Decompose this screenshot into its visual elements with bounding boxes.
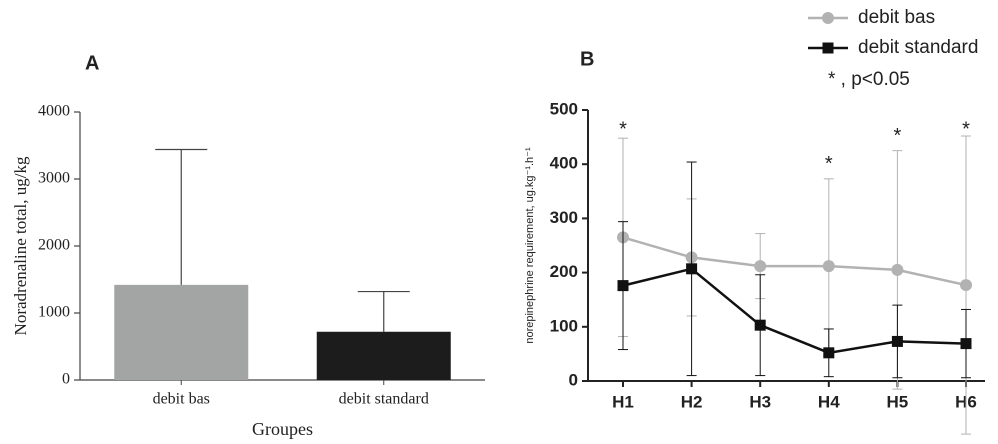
y-tick-label: 1000	[38, 304, 70, 321]
legend-label: debit bas	[858, 7, 935, 28]
y-tick-label: 2000	[38, 237, 70, 254]
x-tick-label: H5	[887, 392, 909, 411]
point	[754, 260, 767, 273]
chart-panel: A 0 1000 2000 3000 4000 Noradrenaline total, u…	[11, 52, 485, 439]
y-tick-label: 500	[550, 99, 578, 118]
chart-panel: B 0 100 200 300 400 500 norepinephrine requirem…	[524, 7, 985, 435]
point	[960, 338, 972, 350]
x-tick-label: H1	[612, 392, 634, 411]
legend-label: debit standard	[858, 37, 978, 58]
x-axis-label: Groupes	[252, 419, 313, 439]
significance-mark: *	[825, 153, 833, 175]
series-line	[622, 236, 967, 287]
panel-label: A	[85, 52, 99, 74]
y-tick-label: 3000	[38, 170, 70, 187]
significance-mark: *	[619, 118, 627, 140]
legend-note: * , p<0.05	[828, 69, 910, 90]
y-tick-label: 100	[550, 316, 578, 335]
bar	[114, 284, 249, 380]
bar	[316, 331, 451, 380]
x-tick-label: debit standard	[339, 391, 429, 408]
point	[823, 347, 835, 359]
legend-marker	[822, 12, 834, 24]
x-tick-label: H2	[681, 392, 703, 411]
x-tick-label: debit bas	[153, 391, 210, 408]
x-tick-label: H4	[818, 392, 840, 411]
point	[686, 263, 698, 275]
point	[891, 263, 904, 276]
point	[891, 335, 903, 347]
y-tick-label: 0	[569, 370, 578, 389]
y-tick-label: 0	[62, 371, 70, 388]
point	[754, 319, 766, 331]
y-axis-label: Noradrenaline total, ug/kg	[11, 156, 30, 335]
y-tick-label: 300	[550, 208, 578, 227]
significance-mark: *	[962, 118, 970, 140]
point	[960, 279, 972, 292]
legend-marker	[822, 42, 834, 54]
series-line	[622, 267, 967, 355]
y-tick-label: 200	[550, 262, 578, 281]
y-axis-label: norepinephrine requirement, ug.kg⁻¹.h⁻¹	[524, 147, 536, 344]
x-tick-label: H3	[749, 392, 771, 411]
point	[617, 280, 629, 292]
panel-label: B	[580, 48, 594, 70]
y-tick-label: 400	[550, 154, 578, 173]
significance-mark: *	[894, 125, 902, 147]
y-tick-label: 4000	[38, 103, 70, 120]
point	[822, 260, 835, 273]
